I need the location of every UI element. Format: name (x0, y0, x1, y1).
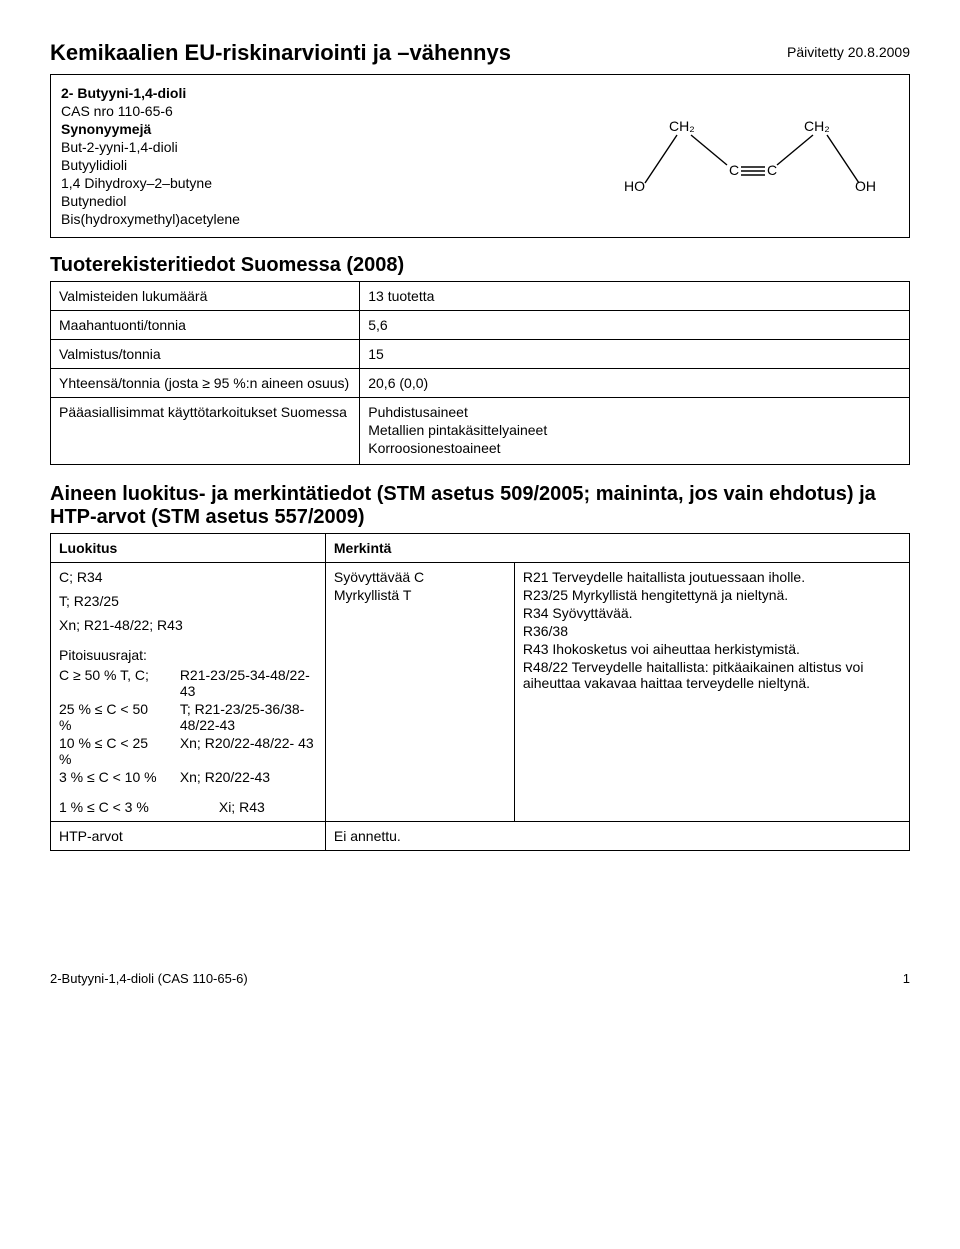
registry-value: 13 tuotetta (360, 282, 910, 311)
conc-range: 1 % ≤ C < 3 % (59, 799, 201, 815)
r-phrase: R21 Terveydelle haitallista joutuessaan … (523, 569, 901, 585)
pitoisuus-grid-2: 1 % ≤ C < 3 % Xi; R43 (59, 799, 317, 815)
conc-phrase: Xi; R43 (219, 799, 317, 815)
synonym: Butynediol (61, 193, 240, 209)
luokitus-cell: C; R34 T; R23/25 Xn; R21-48/22; R43 Pito… (51, 563, 326, 822)
table-row: Maahantuonti/tonnia 5,6 (51, 311, 910, 340)
symbol-line: Syövyttävää C (334, 569, 506, 585)
table-row: Yhteensä/tonnia (josta ≥ 95 %:n aineen o… (51, 369, 910, 398)
registry-table: Valmisteiden lukumäärä 13 tuotetta Maaha… (50, 281, 910, 465)
footer-page-number: 1 (903, 971, 910, 986)
conc-range: C ≥ 50 % T, C; (59, 667, 162, 699)
synonym: Bis(hydroxymethyl)acetylene (61, 211, 240, 227)
synonym: Butyylidioli (61, 157, 240, 173)
r-phrase: R36/38 (523, 623, 901, 639)
symbol-line: Myrkyllistä T (334, 587, 506, 603)
htp-label: HTP-arvot (51, 822, 326, 851)
col-luokitus: Luokitus (51, 534, 326, 563)
synonyms-list: But-2-yyni-1,4-dioli Butyylidioli 1,4 Di… (61, 139, 240, 227)
use-item: Puhdistusaineet (368, 404, 901, 420)
conc-phrase: Xn; R20/22-43 (180, 769, 317, 785)
conc-phrase: R21-23/25-34-48/22-43 (180, 667, 317, 699)
symbol-cell: Syövyttävää C Myrkyllistä T (325, 563, 514, 822)
class-r2325: T; R23/25 (59, 593, 317, 609)
conc-range: 3 % ≤ C < 10 % (59, 769, 162, 785)
synonym: 1,4 Dihydroxy–2–butyne (61, 175, 240, 191)
conc-phrase: T; R21-23/25-36/38-48/22-43 (180, 701, 317, 733)
page-title: Kemikaalien EU-riskinarviointi ja –vähen… (50, 40, 511, 66)
conc-range: 25 % ≤ C < 50 % (59, 701, 162, 733)
col-merkinta: Merkintä (325, 534, 909, 563)
footer-left: 2-Butyyni-1,4-dioli (CAS 110-65-6) (50, 971, 248, 986)
compound-name: 2- Butyyni-1,4-dioli (61, 85, 240, 101)
conc-range: 10 % ≤ C < 25 % (59, 735, 162, 767)
cas-number: CAS nro 110-65-6 (61, 103, 240, 119)
page-footer: 2-Butyyni-1,4-dioli (CAS 110-65-6) 1 (50, 971, 910, 986)
updated-date: Päivitetty 20.8.2009 (787, 44, 910, 60)
r-phrase: R43 Ihokosketus voi aiheuttaa herkistymi… (523, 641, 901, 657)
molecule-diagram: HO CH₂ C C CH₂ OH (619, 113, 879, 203)
htp-value: Ei annettu. (325, 822, 909, 851)
use-item: Korroosionestoaineet (368, 440, 901, 456)
registry-heading: Tuoterekisteritiedot Suomessa (2008) (50, 254, 910, 277)
table-row: Valmisteiden lukumäärä 13 tuotetta (51, 282, 910, 311)
pitoisuus-label: Pitoisuusrajat: (59, 647, 317, 663)
pitoisuus-grid: C ≥ 50 % T, C; R21-23/25-34-48/22-43 25 … (59, 667, 317, 785)
registry-label: Yhteensä/tonnia (josta ≥ 95 %:n aineen o… (51, 369, 360, 398)
r-phrase: R34 Syövyttävää. (523, 605, 901, 621)
use-item: Metallien pintakäsittelyaineet (368, 422, 901, 438)
r-phrase: R23/25 Myrkyllistä hengitettynä ja nielt… (523, 587, 901, 603)
table-row: C; R34 T; R23/25 Xn; R21-48/22; R43 Pito… (51, 563, 910, 822)
synonym: But-2-yyni-1,4-dioli (61, 139, 240, 155)
registry-value: 15 (360, 340, 910, 369)
svg-text:C: C (729, 162, 739, 178)
svg-text:HO: HO (624, 178, 645, 194)
svg-text:C: C (767, 162, 777, 178)
svg-text:CH₂: CH₂ (669, 118, 695, 134)
synonyms-header: Synonyymejä (61, 121, 240, 137)
registry-value: 20,6 (0,0) (360, 369, 910, 398)
class-xn: Xn; R21-48/22; R43 (59, 617, 317, 633)
table-header-row: Luokitus Merkintä (51, 534, 910, 563)
classification-heading: Aineen luokitus- ja merkintätiedot (STM … (50, 483, 910, 529)
registry-label: Maahantuonti/tonnia (51, 311, 360, 340)
registry-label: Valmisteiden lukumäärä (51, 282, 360, 311)
table-row: Valmistus/tonnia 15 (51, 340, 910, 369)
classification-table: Luokitus Merkintä C; R34 T; R23/25 Xn; R… (50, 533, 910, 851)
registry-value: 5,6 (360, 311, 910, 340)
svg-text:CH₂: CH₂ (804, 118, 830, 134)
r-phrase: R48/22 Terveydelle haitallista: pitkäaik… (523, 659, 901, 691)
conc-phrase: Xn; R20/22-48/22- 43 (180, 735, 317, 767)
class-r34: C; R34 (59, 569, 317, 585)
substance-box: 2- Butyyni-1,4-dioli CAS nro 110-65-6 Sy… (50, 74, 910, 238)
svg-text:OH: OH (855, 178, 876, 194)
registry-label: Valmistus/tonnia (51, 340, 360, 369)
rphrases-cell: R21 Terveydelle haitallista joutuessaan … (514, 563, 909, 822)
table-row: HTP-arvot Ei annettu. (51, 822, 910, 851)
registry-value: Puhdistusaineet Metallien pintakäsittely… (360, 398, 910, 465)
table-row: Pääasiallisimmat käyttötarkoitukset Suom… (51, 398, 910, 465)
registry-label: Pääasiallisimmat käyttötarkoitukset Suom… (51, 398, 360, 465)
